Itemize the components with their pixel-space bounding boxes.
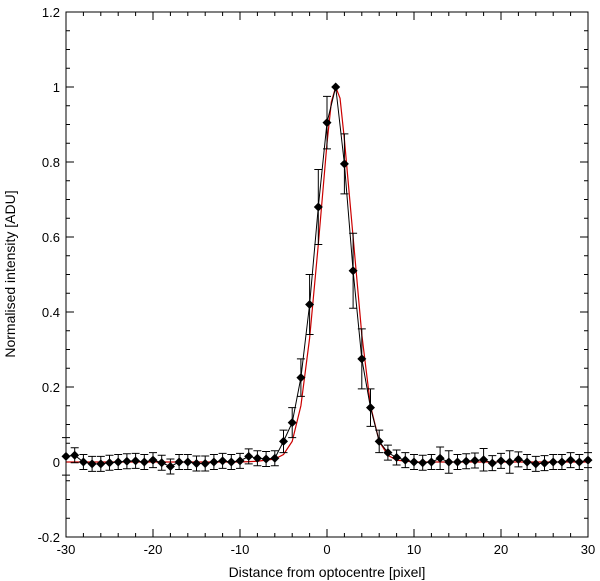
data-point: [513, 454, 523, 464]
data-point: [209, 457, 219, 467]
data-point: [479, 455, 489, 465]
data-point: [200, 459, 210, 468]
y-tick-label: 0.6: [42, 230, 60, 245]
data-point: [192, 459, 201, 468]
data-point: [157, 458, 167, 468]
data-point: [139, 457, 149, 467]
data-point: [131, 456, 141, 466]
y-tick-label: 1.2: [42, 5, 60, 20]
data-point: [505, 457, 515, 467]
data-point: [105, 458, 114, 468]
x-tick-label: 30: [581, 542, 595, 557]
data-point: [235, 456, 245, 466]
data-point: [148, 455, 158, 465]
y-tick-label: 0.4: [42, 305, 60, 320]
error-bars: [62, 95, 592, 476]
y-tick-label: 0: [53, 455, 60, 470]
x-tick-label: 20: [494, 542, 508, 557]
data-point: [409, 457, 419, 467]
data-point: [348, 266, 358, 276]
data-point: [261, 454, 271, 464]
data-point: [487, 458, 497, 468]
x-tick-label: -20: [144, 542, 163, 557]
data-point: [305, 300, 315, 309]
data-point: [113, 457, 123, 467]
data-point: [218, 456, 228, 466]
data-point: [435, 453, 445, 463]
data-point: [400, 455, 410, 465]
x-tick-label: 0: [323, 542, 330, 557]
data-point: [279, 436, 288, 446]
data-point: [313, 202, 323, 212]
data-point: [583, 455, 593, 465]
data-point: [226, 457, 236, 467]
data-point: [61, 451, 71, 461]
data-point: [531, 459, 541, 469]
y-tick-label: 0.8: [42, 155, 60, 170]
data-point: [357, 354, 367, 364]
data-point: [322, 118, 332, 128]
data-point: [252, 453, 262, 463]
data-point: [566, 455, 576, 465]
data-point: [557, 457, 567, 467]
data-point: [366, 403, 375, 413]
tick-labels: -30 -20 -10 0 10 20 30 -0.2 0 0.2 0.4 0.6 0.8 1 1.2: [38, 5, 596, 557]
data-point: [287, 418, 297, 428]
data-point: [383, 448, 393, 458]
data-point: [122, 456, 132, 466]
y-tick-label: 0.2: [42, 380, 60, 395]
data-point: [70, 450, 80, 460]
data-markers: [61, 82, 593, 471]
data-point: [96, 459, 106, 469]
data-point: [461, 456, 471, 466]
x-tick-label: 10: [407, 542, 421, 557]
data-point: [574, 457, 584, 467]
data-point: [244, 451, 254, 461]
data-point: [270, 453, 280, 463]
data-point: [548, 457, 558, 467]
data-point: [78, 457, 88, 467]
data-point: [540, 458, 549, 468]
data-point: [453, 457, 462, 467]
data-point: [496, 456, 506, 466]
data-point: [374, 436, 384, 446]
y-tick-label: -0.2: [38, 530, 60, 545]
data-point: [522, 457, 532, 467]
data-point: [87, 459, 97, 469]
axis-ticks: [65, 11, 589, 538]
data-point: [470, 456, 480, 465]
x-tick-label: -10: [231, 542, 250, 557]
data-point: [392, 453, 402, 462]
data-point: [174, 457, 184, 467]
data-point: [418, 458, 428, 468]
y-axis-title: Normalised intensity [ADU]: [2, 190, 18, 357]
data-point: [426, 457, 436, 467]
data-point: [183, 457, 193, 467]
data-point: [331, 82, 341, 92]
data-point: [296, 373, 306, 383]
x-tick-label: -30: [57, 542, 76, 557]
data-point: [339, 159, 349, 169]
data-point: [165, 462, 175, 471]
y-tick-label: 1: [53, 80, 60, 95]
data-point: [444, 457, 454, 467]
x-axis-title: Distance from optocentre [pixel]: [229, 564, 426, 580]
